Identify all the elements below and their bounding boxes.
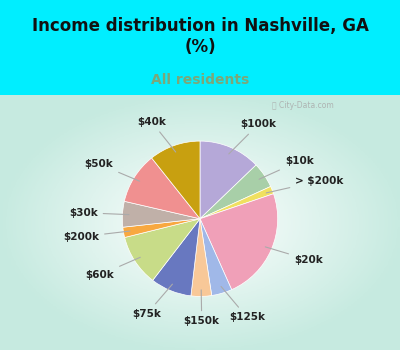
Text: $20k: $20k [265,247,323,265]
Text: $50k: $50k [84,159,140,181]
Text: $125k: $125k [221,286,265,322]
Wedge shape [200,165,271,219]
Text: $150k: $150k [184,290,220,326]
Wedge shape [200,187,274,219]
Text: All residents: All residents [151,73,249,87]
Text: $100k: $100k [229,119,276,154]
Wedge shape [200,141,256,219]
Text: $200k: $200k [63,231,130,242]
Text: > $200k: > $200k [266,176,344,193]
Wedge shape [122,201,200,227]
Wedge shape [125,219,200,280]
Text: $30k: $30k [69,208,129,218]
Text: Income distribution in Nashville, GA
(%): Income distribution in Nashville, GA (%) [32,17,368,56]
Wedge shape [123,219,200,238]
Wedge shape [191,219,212,296]
Text: $60k: $60k [86,257,140,280]
Wedge shape [200,219,232,295]
Wedge shape [152,141,200,219]
Wedge shape [200,194,278,290]
Text: ⓘ City-Data.com: ⓘ City-Data.com [272,101,334,110]
Text: $40k: $40k [137,117,176,152]
Text: $10k: $10k [259,156,314,179]
Wedge shape [153,219,200,296]
Wedge shape [124,158,200,219]
Text: $75k: $75k [132,284,172,319]
